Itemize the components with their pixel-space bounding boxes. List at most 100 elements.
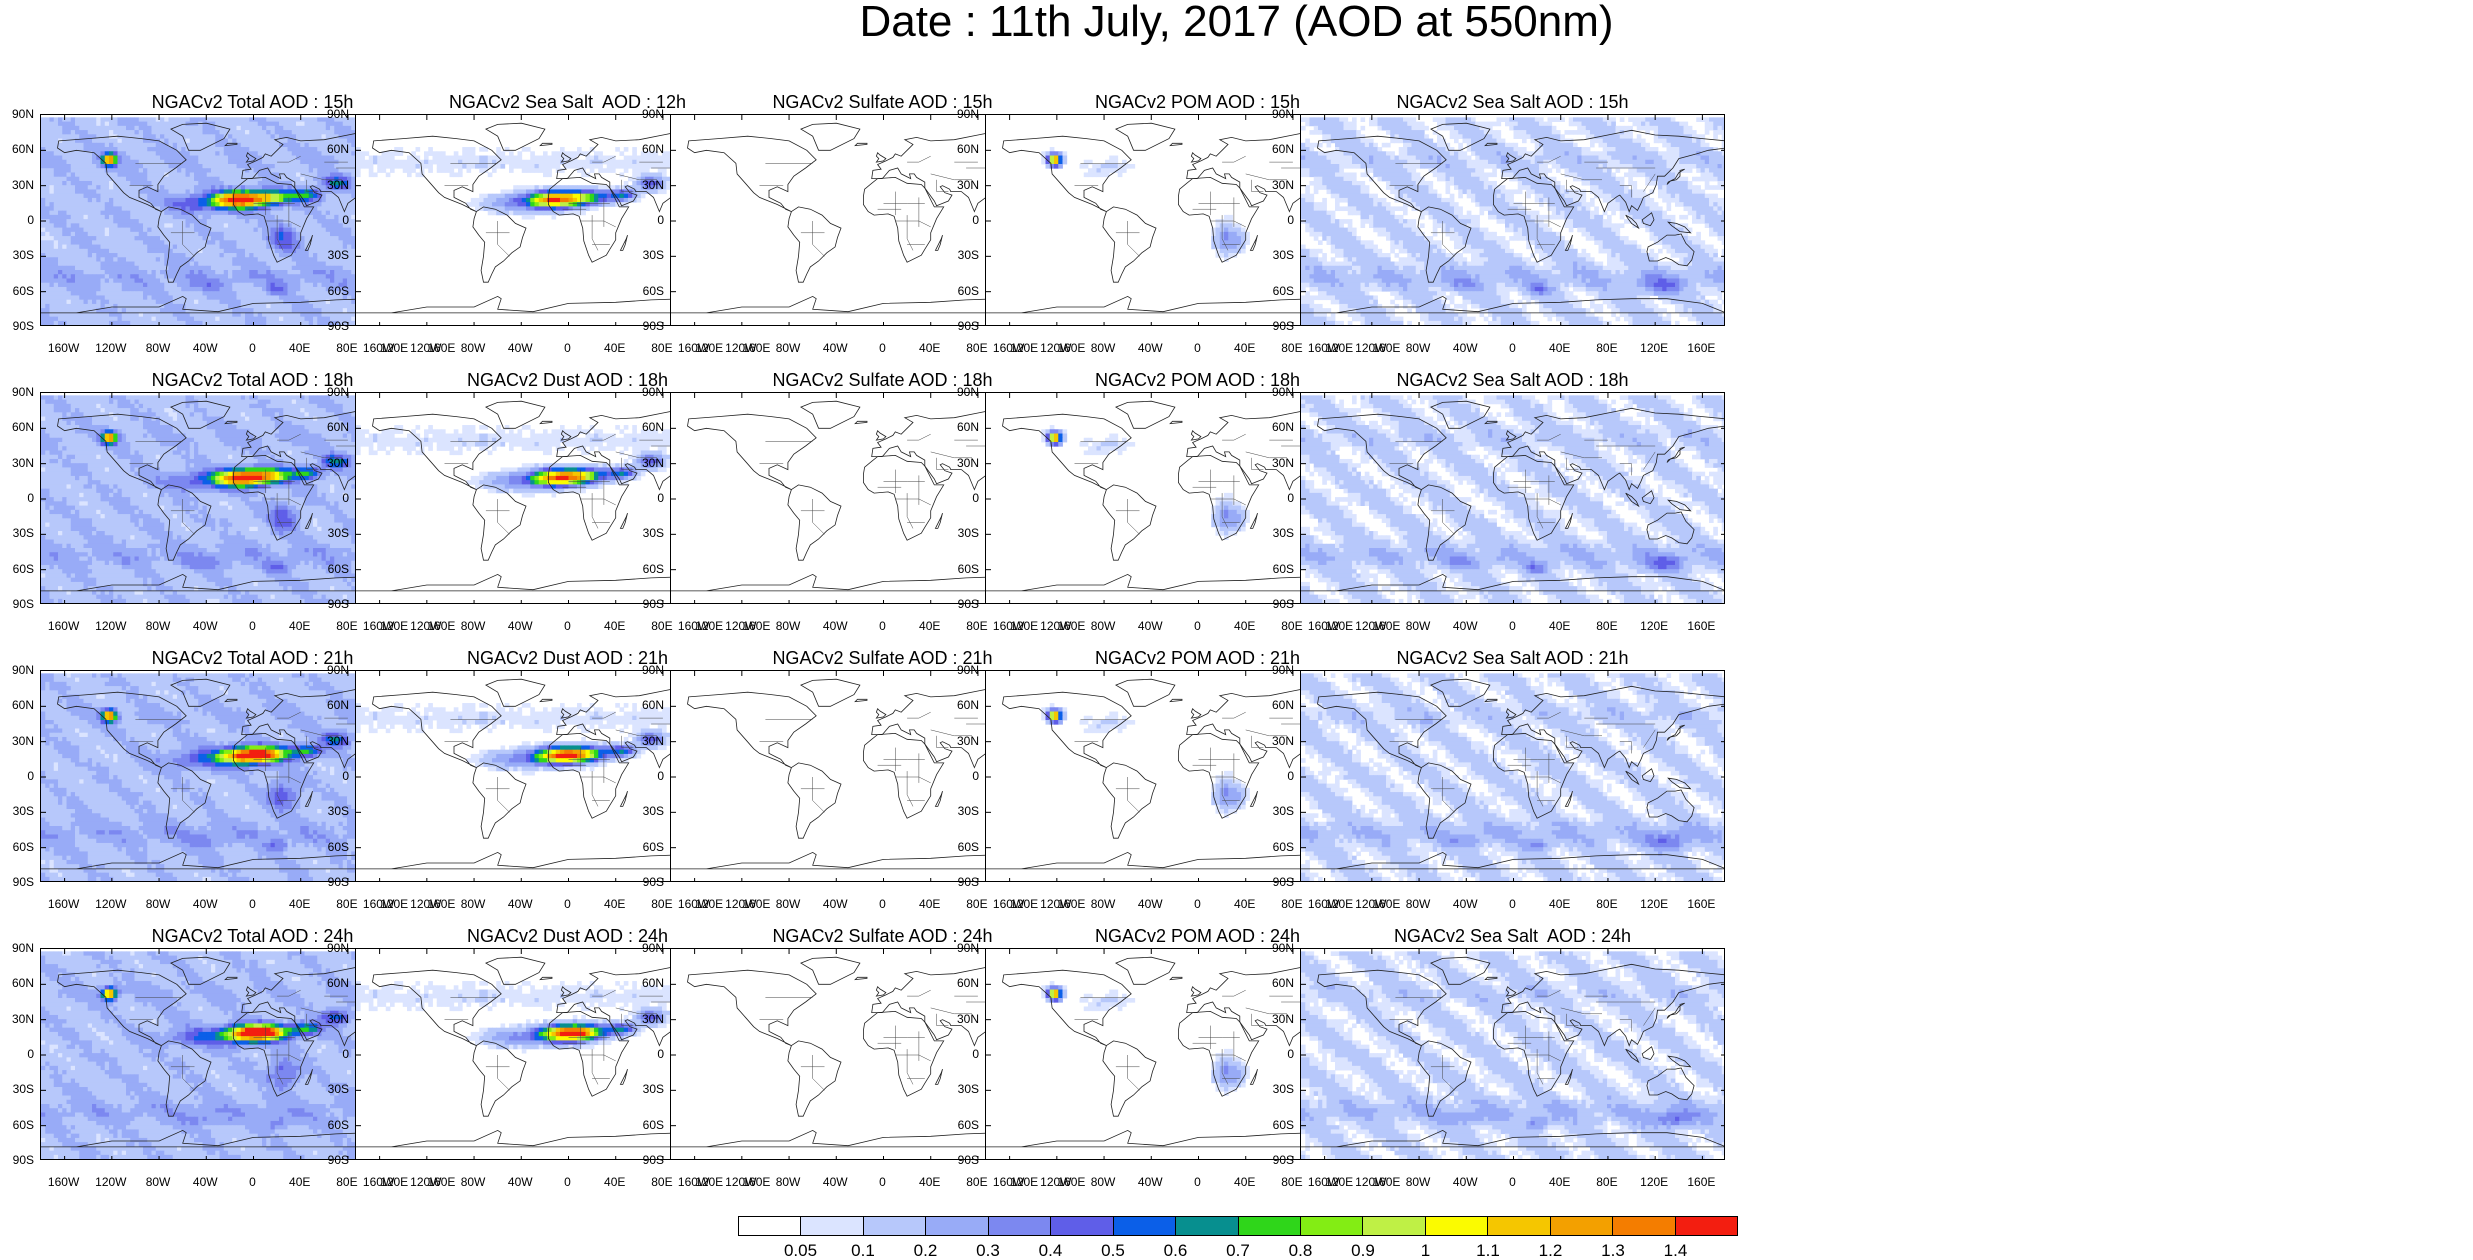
- aod-cell: [351, 286, 356, 292]
- aod-cell: [313, 227, 318, 233]
- aod-cell: [109, 274, 114, 279]
- aod-cell: [223, 231, 229, 237]
- aod-cell: [232, 223, 237, 228]
- aod-cell: [138, 180, 144, 186]
- aod-cell: [283, 151, 288, 156]
- aod-cell: [113, 274, 118, 279]
- aod-cell: [41, 270, 46, 275]
- aod-cell: [117, 214, 123, 220]
- aod-cell: [198, 176, 203, 182]
- aod-cell: [253, 231, 259, 237]
- aod-cell: [211, 176, 216, 182]
- aod-cell: [206, 295, 212, 301]
- aod-cell: [49, 236, 55, 241]
- aod-cell: [185, 316, 191, 322]
- aod-cell: [87, 299, 93, 305]
- aod-cell: [291, 257, 297, 262]
- aod-cell: [121, 312, 127, 318]
- aod-cell: [321, 151, 327, 156]
- aod-cell: [155, 291, 161, 296]
- aod-cell: [83, 138, 89, 144]
- aod-cell: [45, 231, 50, 237]
- aod-cell: [351, 151, 356, 156]
- aod-cell: [104, 214, 110, 220]
- aod-cell: [79, 253, 84, 258]
- aod-cell: [177, 282, 182, 288]
- aod-cell: [104, 142, 110, 148]
- aod-cell: [138, 316, 144, 322]
- aod-cell: [313, 274, 318, 279]
- aod-cell: [194, 138, 199, 144]
- aod-cell: [291, 214, 297, 220]
- aod-cell: [49, 130, 55, 135]
- aod-cell: [181, 270, 186, 275]
- aod-cell: [338, 291, 344, 296]
- aod-cell: [317, 303, 322, 309]
- aod-cell: [245, 223, 250, 228]
- aod-cell: [121, 130, 127, 135]
- aod-cell: [223, 244, 229, 250]
- aod-cell: [117, 197, 123, 203]
- aod-cell: [338, 320, 344, 325]
- aod-cell: [49, 197, 55, 203]
- aod-cell: [325, 151, 331, 156]
- aod-cell: [113, 303, 118, 309]
- aod-cell: [160, 240, 165, 245]
- aod-cell: [211, 308, 216, 313]
- aod-cell: [249, 214, 254, 220]
- aod-cell: [300, 257, 305, 262]
- aod-cell: [270, 210, 276, 216]
- aod-cell: [189, 185, 195, 190]
- aod-cell: [168, 244, 174, 250]
- aod-cell: [189, 189, 195, 195]
- aod-cell: [342, 270, 348, 275]
- aod-cell: [338, 210, 344, 216]
- aod-cell: [351, 240, 356, 245]
- aod-cell: [164, 316, 169, 322]
- aod-cell: [342, 164, 348, 169]
- aod-cell: [300, 117, 305, 122]
- aod-cell: [266, 121, 271, 127]
- aod-cell: [232, 303, 237, 309]
- aod-cell: [249, 189, 254, 195]
- aod-cell: [83, 282, 89, 288]
- aod-cell: [232, 185, 237, 190]
- aod-cell: [270, 176, 276, 182]
- aod-cell: [279, 303, 284, 309]
- aod-cell: [49, 312, 55, 318]
- aod-cell: [185, 291, 191, 296]
- aod-cell: [240, 155, 246, 161]
- aod-cell: [240, 265, 246, 271]
- aod-cell: [138, 138, 144, 144]
- aod-cell: [70, 202, 76, 207]
- aod-cell: [338, 214, 344, 220]
- aod-cell: [75, 172, 80, 178]
- aod-cell: [274, 193, 280, 199]
- aod-cell: [342, 138, 348, 144]
- aod-cell: [270, 286, 276, 292]
- aod-cell: [168, 189, 174, 195]
- aod-cell: [130, 202, 135, 207]
- aod-cell: [249, 312, 254, 318]
- aod-cell: [160, 291, 165, 296]
- aod-cell: [87, 257, 93, 262]
- aod-cell: [41, 286, 46, 292]
- aod-cell: [342, 320, 348, 325]
- aod-cell: [168, 117, 174, 122]
- aod-cell: [308, 172, 314, 178]
- aod-cell: [219, 282, 225, 288]
- aod-cell: [104, 299, 110, 305]
- aod-cell: [330, 117, 335, 122]
- aod-cell: [151, 176, 157, 182]
- aod-cell: [49, 151, 55, 156]
- aod-cell: [79, 214, 84, 220]
- aod-cell: [147, 278, 152, 284]
- aod-cell: [321, 308, 327, 313]
- aod-cell: [134, 227, 140, 233]
- aod-cell: [83, 121, 89, 127]
- aod-cell: [279, 147, 284, 152]
- aod-cell: [160, 134, 165, 139]
- aod-cell: [117, 227, 123, 233]
- aod-cell: [117, 274, 123, 279]
- aod-cell: [126, 159, 131, 165]
